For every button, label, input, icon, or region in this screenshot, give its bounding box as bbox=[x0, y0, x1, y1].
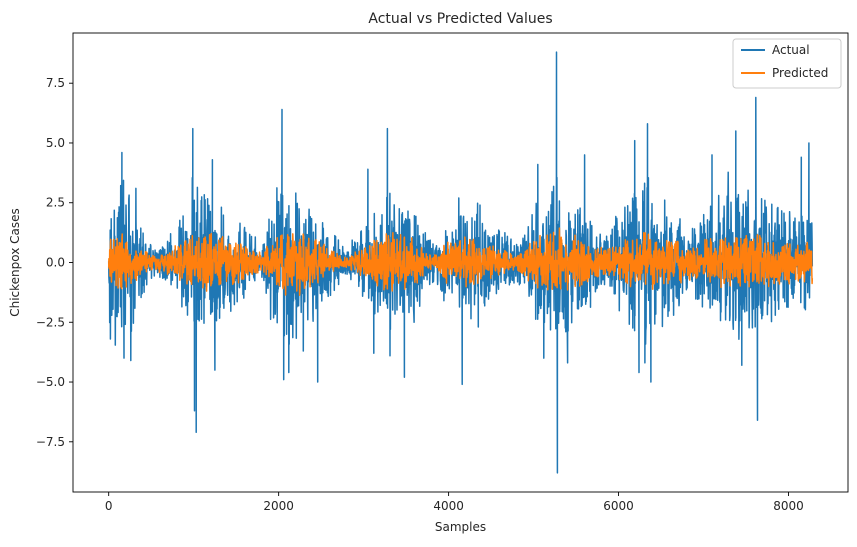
legend-label-actual: Actual bbox=[772, 43, 810, 57]
x-tick-label: 8000 bbox=[773, 499, 804, 513]
y-tick-label: 7.5 bbox=[46, 76, 65, 90]
y-tick-label: −5.0 bbox=[36, 375, 65, 389]
x-tick-label: 6000 bbox=[603, 499, 634, 513]
legend: Actual Predicted bbox=[732, 38, 842, 89]
y-tick-label: −7.5 bbox=[36, 435, 65, 449]
y-tick-label: 2.5 bbox=[46, 196, 65, 210]
x-tick-label: 0 bbox=[105, 499, 113, 513]
legend-box bbox=[732, 38, 842, 89]
x-tick-label: 2000 bbox=[263, 499, 294, 513]
chart-title: Actual vs Predicted Values bbox=[368, 11, 552, 27]
y-tick-label: 0.0 bbox=[46, 256, 65, 270]
y-tick-label: 5.0 bbox=[46, 136, 65, 150]
series-layer bbox=[107, 51, 814, 474]
x-axis-ticks: 0 2000 4000 6000 8000 bbox=[105, 492, 804, 513]
legend-label-predicted: Predicted bbox=[772, 66, 828, 80]
x-tick-label: 4000 bbox=[433, 499, 464, 513]
series-line-predicted bbox=[107, 227, 814, 296]
y-tick-label: −2.5 bbox=[36, 315, 65, 329]
y-axis-label: Chickenpox Cases bbox=[8, 208, 22, 317]
x-axis-label: Samples bbox=[435, 520, 486, 534]
y-axis-ticks: −7.5 −5.0 −2.5 0.0 2.5 5.0 7.5 bbox=[36, 76, 73, 449]
